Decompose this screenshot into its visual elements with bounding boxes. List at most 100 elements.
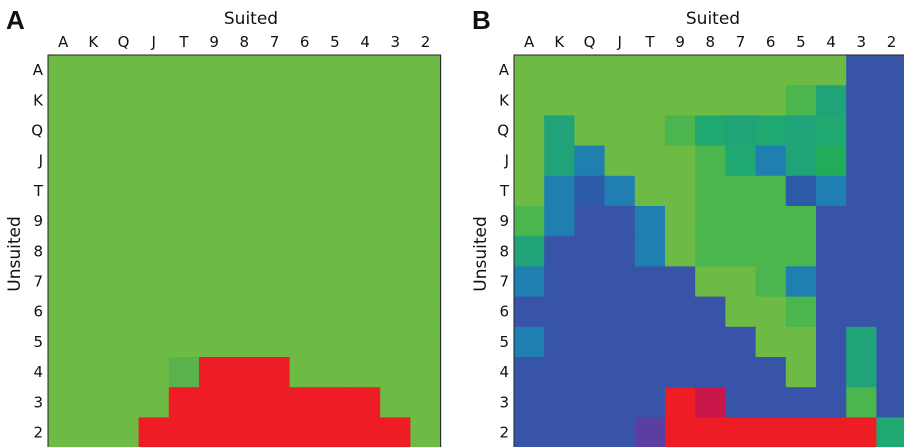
- panel-a-cell-5-3: [380, 326, 411, 358]
- panel-a-cell-6-K: [78, 296, 109, 328]
- panel-b-cell-9-5: [785, 206, 817, 237]
- panel-a-cell-T-7: [259, 175, 291, 207]
- panel-b-cell-9-Q: [574, 206, 606, 237]
- panel-b-cell-2-6: [755, 417, 787, 447]
- panel-a-cell-Q-5: [319, 115, 351, 147]
- panel-a-cell-4-A: [48, 357, 79, 388]
- panel-b-cell-3-A: [514, 387, 545, 418]
- panel-a-x-tick-8: 8: [240, 33, 250, 51]
- panel-a-cell-T-K: [78, 175, 109, 207]
- panel-b-y-tick-5: 5: [499, 333, 509, 351]
- panel-a-cell-7-8: [229, 266, 260, 298]
- panel-b-cell-J-K: [544, 145, 575, 177]
- panel-b-y-tick-J: J: [504, 152, 509, 170]
- panel-a-cell-5-T: [168, 326, 200, 358]
- panel-a-x-tick-2: 2: [421, 33, 431, 51]
- panel-a-cell-A-A: [48, 55, 79, 86]
- panel-a-cell-5-K: [78, 326, 109, 358]
- panel-a-x-tick-K: K: [88, 33, 99, 51]
- panel-b-x-tick-J: J: [616, 33, 621, 51]
- panel-b-cell-2-K: [544, 417, 575, 447]
- panel-a-cell-6-2: [410, 296, 442, 328]
- panel-a-cell-9-J: [138, 206, 170, 237]
- panel-b-cell-K-A: [514, 85, 545, 116]
- panel-a-x-tick-5: 5: [330, 33, 340, 51]
- panel-b-x-tick-A: A: [524, 33, 535, 51]
- panel-b-cell-7-T: [634, 266, 666, 298]
- panel-a-cell-3-T: [168, 387, 200, 418]
- panel-b-cell-4-5: [785, 357, 817, 388]
- panel-a-y-tick-A: A: [33, 61, 44, 79]
- panel-a-y-tick-J: J: [38, 152, 43, 170]
- panel-b-cell-Q-3: [846, 115, 877, 147]
- panel-b-cell-A-6: [755, 55, 787, 86]
- panel-a-cell-8-J: [138, 236, 170, 267]
- panel-b-cell-K-3: [846, 85, 877, 116]
- panel-b-cell-A-J: [604, 55, 636, 86]
- panel-a-cell-Q-2: [410, 115, 442, 147]
- panel-a-y-tick-6: 6: [33, 303, 43, 321]
- panel-b-cell-T-2: [876, 175, 904, 207]
- panel-b-cell-3-8: [695, 387, 726, 418]
- panel-a-cell-4-T: [168, 357, 200, 388]
- panel-b-x-ticks: A K Q J T 9 8 7 6 5 4 3 2: [524, 33, 896, 51]
- panel-a-cell-J-8: [229, 145, 260, 177]
- panel-b-cell-T-3: [846, 175, 877, 207]
- panel-a-cell-8-A: [48, 236, 79, 267]
- panel-a-cell-5-A: [48, 326, 79, 358]
- panel-b-cells: [513, 54, 904, 447]
- panel-b-cell-A-3: [846, 55, 877, 86]
- panel-b-cell-Q-9: [665, 115, 696, 147]
- panel-a-x-tick-J: J: [150, 33, 155, 51]
- panel-a-cell-T-4: [350, 175, 381, 207]
- panel-b-cell-4-9: [665, 357, 696, 388]
- panel-b-cell-8-K: [544, 236, 575, 267]
- panel-a-cell-J-9: [199, 145, 230, 177]
- panel-b-cell-T-7: [725, 175, 757, 207]
- panel-a-x-tick-4: 4: [360, 33, 370, 51]
- panel-a-cell-4-8: [229, 357, 260, 388]
- panel-b-cell-K-Q: [574, 85, 606, 116]
- panel-b-cell-3-4: [816, 387, 847, 418]
- panel-a-cell-A-4: [350, 55, 381, 86]
- panel-b-cell-5-8: [695, 326, 726, 358]
- panel-a-y-tick-4: 4: [33, 363, 43, 381]
- panel-b-cell-T-K: [544, 175, 575, 207]
- panel-a-cell-A-2: [410, 55, 442, 86]
- panel-a-cell-5-8: [229, 326, 260, 358]
- panel-b-cell-3-3: [846, 387, 877, 418]
- panel-b-cell-J-T: [634, 145, 666, 177]
- panel-a-cell-K-Q: [108, 85, 140, 116]
- panel-a-cell-K-7: [259, 85, 291, 116]
- panel-b-y-tick-T: T: [499, 182, 510, 200]
- panel-a-cell-K-2: [410, 85, 442, 116]
- panel-a-cell-5-7: [259, 326, 291, 358]
- panel-b-cell-4-A: [514, 357, 545, 388]
- panel-a-cell-7-2: [410, 266, 442, 298]
- panel-b-y-tick-8: 8: [499, 242, 509, 260]
- panel-b-x-title: Suited: [686, 9, 740, 29]
- panel-b-cell-Q-7: [725, 115, 757, 147]
- panel-a-cell-8-4: [350, 236, 381, 267]
- panel-b-cell-3-6: [755, 387, 787, 418]
- panel-b-cell-Q-8: [695, 115, 726, 147]
- panel-a-cell-7-Q: [108, 266, 140, 298]
- panel-b-x-tick-2: 2: [887, 33, 897, 51]
- panel-b-cell-5-T: [634, 326, 666, 358]
- panel-b-x-tick-7: 7: [736, 33, 746, 51]
- panel-b-cell-6-A: [514, 296, 545, 328]
- panel-a-cell-Q-6: [289, 115, 321, 147]
- panel-b-x-tick-3: 3: [857, 33, 867, 51]
- panel-b-cell-J-2: [876, 145, 904, 177]
- panel-b-cell-2-3: [846, 417, 877, 447]
- panel-b-cell-J-Q: [574, 145, 606, 177]
- panel-b-cell-K-4: [816, 85, 847, 116]
- panel-a-cell-2-4: [350, 417, 381, 447]
- panel-a-cell-9-8: [229, 206, 260, 237]
- panel-b-cell-Q-K: [544, 115, 575, 147]
- panel-a-cell-7-3: [380, 266, 411, 298]
- panel-a-cell-8-2: [410, 236, 442, 267]
- panel-b-cell-6-T: [634, 296, 666, 328]
